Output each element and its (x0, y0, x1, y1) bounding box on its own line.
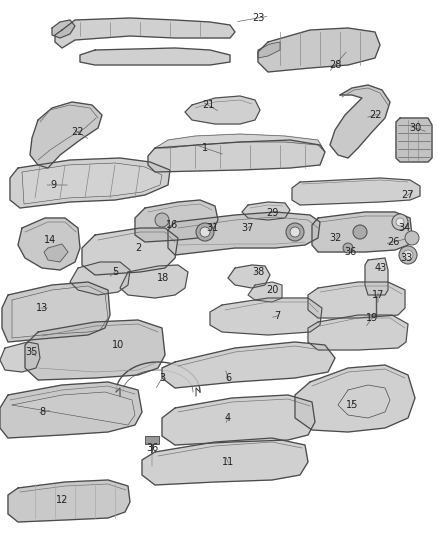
Text: 21: 21 (202, 100, 214, 110)
Polygon shape (248, 282, 282, 302)
Polygon shape (148, 140, 325, 172)
Polygon shape (55, 18, 235, 48)
Polygon shape (52, 20, 75, 38)
Polygon shape (365, 258, 388, 295)
Text: 20: 20 (266, 285, 278, 295)
Text: 36: 36 (146, 443, 158, 453)
Polygon shape (308, 282, 405, 318)
Polygon shape (44, 244, 68, 262)
Text: 22: 22 (369, 110, 381, 120)
Polygon shape (0, 342, 40, 372)
Polygon shape (338, 385, 390, 418)
Text: 31: 31 (206, 223, 218, 233)
Polygon shape (70, 262, 130, 295)
Polygon shape (25, 320, 165, 380)
Circle shape (403, 250, 413, 260)
Text: 11: 11 (222, 457, 234, 467)
Text: 7: 7 (274, 311, 280, 321)
Polygon shape (308, 315, 408, 350)
Text: 35: 35 (26, 347, 38, 357)
Text: 14: 14 (44, 235, 56, 245)
Text: 9: 9 (50, 180, 56, 190)
Polygon shape (80, 48, 230, 65)
Text: 26: 26 (387, 237, 399, 247)
Polygon shape (312, 212, 412, 252)
Polygon shape (0, 382, 142, 438)
Polygon shape (8, 480, 130, 522)
Text: 32: 32 (330, 233, 342, 243)
Text: 18: 18 (157, 273, 169, 283)
Text: 15: 15 (346, 400, 358, 410)
Polygon shape (142, 438, 308, 485)
Text: 6: 6 (225, 373, 231, 383)
Polygon shape (10, 158, 170, 208)
Text: 4: 4 (225, 413, 231, 423)
Circle shape (392, 214, 408, 230)
Polygon shape (185, 96, 260, 124)
Polygon shape (210, 298, 322, 335)
Text: 27: 27 (402, 190, 414, 200)
Circle shape (196, 223, 214, 241)
Polygon shape (22, 163, 162, 204)
Text: 43: 43 (375, 263, 387, 273)
Polygon shape (228, 265, 270, 288)
Text: 30: 30 (409, 123, 421, 133)
Text: 8: 8 (39, 407, 45, 417)
Text: 33: 33 (400, 253, 412, 263)
Text: 1: 1 (202, 143, 208, 153)
Text: 23: 23 (252, 13, 264, 23)
Circle shape (155, 213, 169, 227)
Circle shape (290, 227, 300, 237)
Text: 38: 38 (252, 267, 264, 277)
Text: 5: 5 (112, 267, 118, 277)
Text: 37: 37 (242, 223, 254, 233)
Text: 34: 34 (398, 223, 410, 233)
Polygon shape (12, 392, 135, 425)
Polygon shape (2, 282, 110, 342)
Text: 12: 12 (56, 495, 68, 505)
Text: 22: 22 (72, 127, 84, 137)
Text: 36: 36 (344, 247, 356, 257)
Circle shape (343, 243, 353, 253)
Text: 28: 28 (329, 60, 341, 70)
Text: 13: 13 (36, 303, 48, 313)
Polygon shape (242, 202, 290, 220)
Circle shape (399, 246, 417, 264)
Text: 17: 17 (372, 290, 384, 300)
Polygon shape (18, 218, 80, 270)
Polygon shape (12, 286, 108, 338)
Polygon shape (162, 342, 335, 388)
Polygon shape (330, 85, 390, 158)
Text: 2: 2 (135, 243, 141, 253)
Polygon shape (120, 265, 188, 298)
Polygon shape (30, 102, 102, 168)
Polygon shape (258, 42, 280, 58)
Polygon shape (82, 228, 178, 275)
Circle shape (353, 225, 367, 239)
Polygon shape (155, 134, 325, 152)
Circle shape (200, 227, 210, 237)
Polygon shape (396, 118, 432, 162)
Circle shape (286, 223, 304, 241)
Text: 10: 10 (112, 340, 124, 350)
Polygon shape (135, 200, 218, 242)
Text: 29: 29 (266, 208, 278, 218)
Polygon shape (162, 395, 315, 445)
Circle shape (396, 218, 404, 226)
Bar (145, 436, 159, 444)
Polygon shape (168, 212, 320, 255)
Text: 3: 3 (159, 373, 165, 383)
Polygon shape (295, 365, 415, 432)
Polygon shape (258, 28, 380, 72)
Text: 16: 16 (166, 220, 178, 230)
Text: 19: 19 (366, 313, 378, 323)
Circle shape (405, 231, 419, 245)
Polygon shape (292, 178, 420, 205)
